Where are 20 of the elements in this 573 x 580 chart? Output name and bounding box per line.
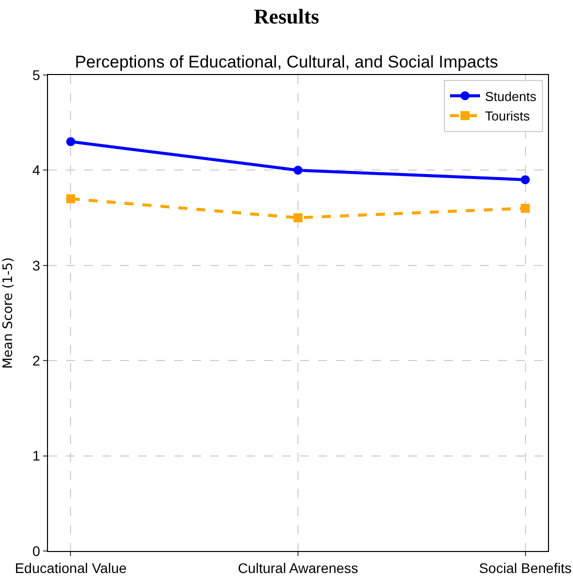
y-tick-label: 4 <box>32 162 40 178</box>
y-axis-title: Mean Score (1-5) <box>1 257 16 369</box>
x-tick-label: Educational Value <box>14 560 127 576</box>
y-tick-label: 5 <box>32 66 40 83</box>
chart-title: Results <box>254 4 320 28</box>
point <box>294 166 302 175</box>
point <box>520 204 530 213</box>
point <box>520 175 530 184</box>
y-tick-label: 2 <box>32 352 40 368</box>
legend-label: Tourists <box>485 108 530 124</box>
y-tick-label: 0 <box>32 542 40 559</box>
y-tick-label: 1 <box>32 448 40 464</box>
x-tick-label: Social Benefits <box>478 560 572 576</box>
point <box>66 137 76 146</box>
point <box>66 194 76 204</box>
x-tick-label: Cultural Awareness <box>238 560 358 576</box>
legend-label: Students <box>485 88 537 104</box>
chart-subtitle: Perceptions of Educational, Cultural, and Social Impacts <box>74 52 498 72</box>
point <box>294 213 302 222</box>
y-tick-label: 3 <box>32 257 40 274</box>
